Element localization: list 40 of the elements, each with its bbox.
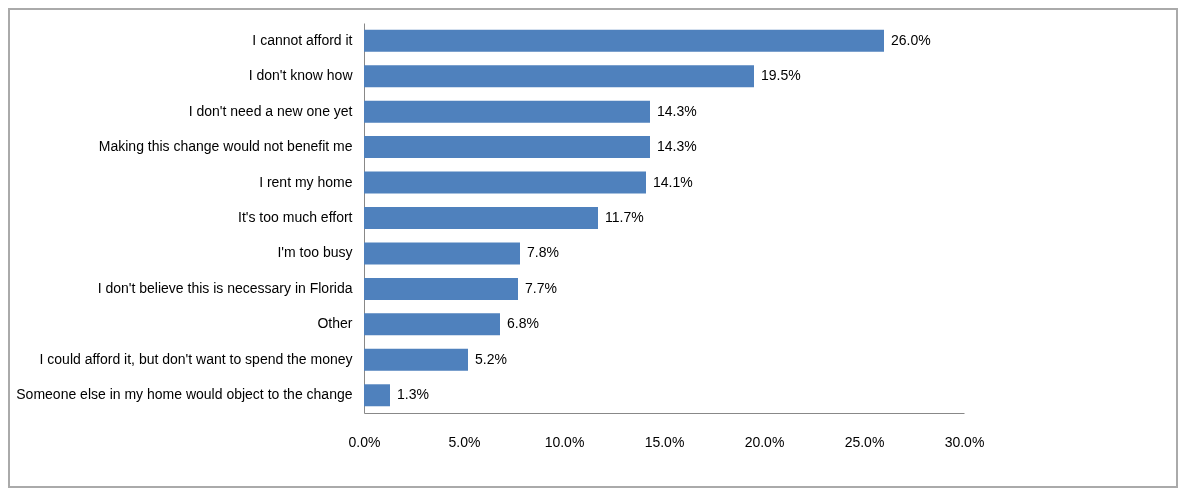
bar bbox=[364, 348, 468, 371]
y-tick-label: I don't know how bbox=[248, 67, 354, 84]
bar bbox=[364, 100, 650, 123]
bar bbox=[364, 29, 884, 52]
bar bbox=[364, 242, 520, 265]
data-label: 7.8% bbox=[527, 244, 559, 261]
y-tick-label: It's too much effort bbox=[238, 209, 353, 225]
data-label: 7.7% bbox=[525, 279, 557, 296]
bar bbox=[364, 171, 646, 194]
bar bbox=[364, 207, 598, 229]
data-label: 5.2% bbox=[475, 350, 507, 367]
x-tick-label: 20.0% bbox=[744, 433, 785, 450]
x-tick-label: 30.0% bbox=[944, 433, 985, 450]
data-label: 14.3% bbox=[657, 138, 697, 155]
bar bbox=[364, 384, 390, 407]
x-tick-label: 25.0% bbox=[844, 433, 885, 450]
y-tick-label: I don't believe this is necessary in Florida bbox=[97, 279, 353, 296]
y-tick-label: Other bbox=[317, 315, 353, 332]
data-label: 26.0% bbox=[891, 31, 931, 48]
data-label: 19.5% bbox=[761, 67, 801, 84]
x-tick-label: 0.0% bbox=[348, 433, 381, 450]
bar bbox=[364, 277, 518, 300]
bar bbox=[364, 313, 500, 336]
bar bbox=[364, 65, 754, 88]
data-label: 14.1% bbox=[653, 173, 693, 190]
y-tick-label: Making this change would not benefit me bbox=[98, 138, 353, 155]
y-tick-label: I'm too busy bbox=[277, 244, 353, 261]
bar bbox=[364, 136, 650, 159]
data-label: 11.7% bbox=[605, 209, 644, 225]
x-tick-label: 15.0% bbox=[644, 433, 685, 450]
y-tick-label: I rent my home bbox=[259, 173, 353, 190]
x-tick-label: 10.0% bbox=[544, 433, 585, 450]
y-tick-label: I don't need a new one yet bbox=[188, 102, 353, 119]
x-tick-label: 5.0% bbox=[448, 433, 481, 450]
data-label: 1.3% bbox=[397, 386, 429, 403]
y-tick-label: I cannot afford it bbox=[252, 31, 353, 48]
y-tick-label: Someone else in my home would object to the change bbox=[16, 386, 353, 403]
data-label: 14.3% bbox=[657, 102, 697, 119]
data-label: 6.8% bbox=[507, 315, 539, 332]
y-tick-label: I could afford it, but don't want to spend the money bbox=[39, 350, 353, 367]
